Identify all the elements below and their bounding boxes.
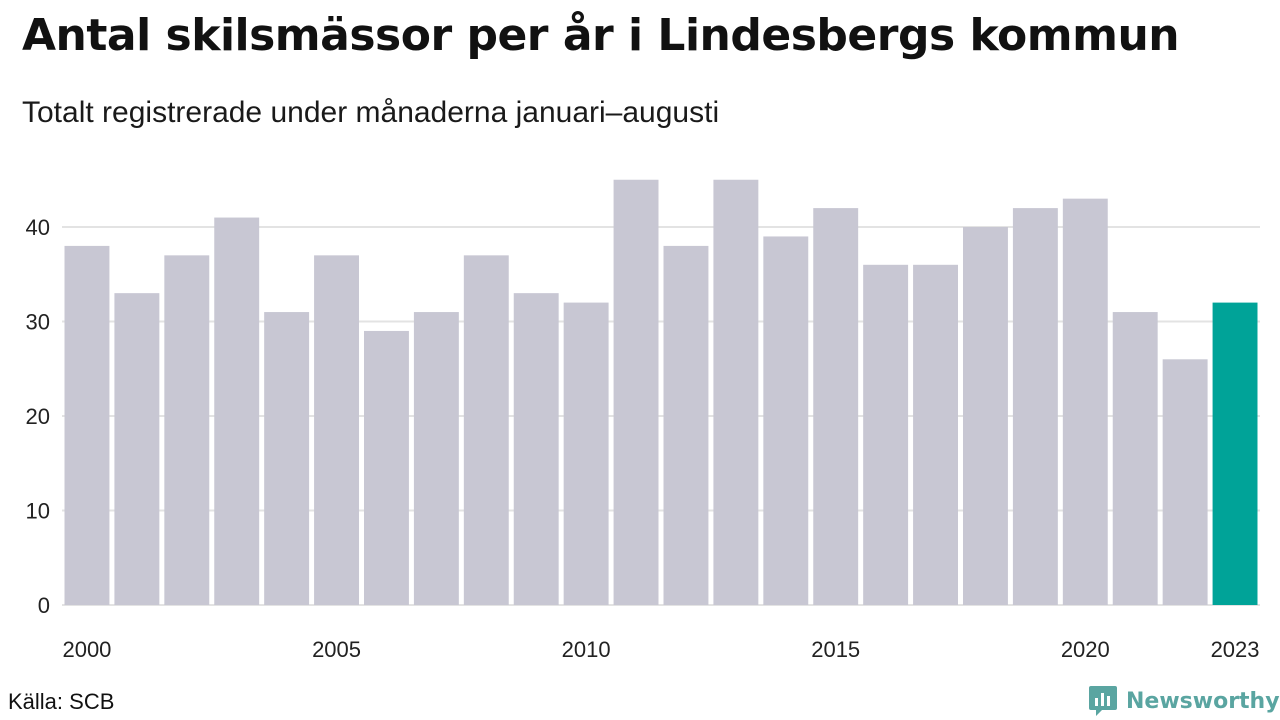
bar-2003 (214, 217, 260, 606)
chart-title: Antal skilsmässor per år i Lindesbergs k… (22, 10, 1180, 61)
bar-2022 (1162, 359, 1208, 605)
bar-2015 (813, 208, 859, 605)
bar-2005 (314, 255, 359, 605)
y-tick-label: 20 (26, 404, 50, 429)
y-tick-label: 0 (38, 593, 50, 618)
y-tick-label: 40 (26, 215, 50, 240)
y-tick-label: 10 (26, 499, 50, 524)
x-tick-label: 2000 (62, 637, 111, 662)
bar-2013 (713, 179, 759, 605)
bar-2012 (663, 245, 709, 605)
newsworthy-logo-icon (1089, 686, 1117, 716)
bar-2018 (963, 227, 1008, 605)
bar-chart: 0 10 20 30 40 2000 2005 2010 2015 2020 2023 (26, 179, 1260, 662)
x-axis: 2000 2005 2010 2015 2020 2023 (62, 637, 1259, 662)
source-note: Källa: SCB (8, 689, 115, 714)
y-tick-label: 30 (26, 310, 50, 335)
bar-2020 (1062, 198, 1108, 605)
bar-2004 (264, 312, 310, 605)
x-tick-label: 2010 (562, 637, 611, 662)
x-tick-label: 2015 (811, 637, 860, 662)
brand-logo: Newsworthy (1088, 684, 1280, 718)
x-tick-label: 2023 (1211, 637, 1260, 662)
bar-series (64, 179, 1258, 606)
y-axis: 0 10 20 30 40 (26, 215, 50, 618)
gridlines (62, 226, 1260, 606)
chart-subtitle: Totalt registrerade under månaderna janu… (22, 96, 720, 129)
bar-2017 (913, 264, 958, 605)
bar-2010 (563, 302, 609, 605)
bar-2011 (613, 179, 659, 605)
bar-2019 (1012, 208, 1058, 605)
bar-2001 (114, 293, 160, 605)
bar-2007 (413, 312, 459, 605)
bar-2023 (1212, 302, 1258, 605)
bar-2009 (513, 293, 559, 605)
bar-2002 (164, 255, 210, 605)
x-tick-label: 2020 (1061, 637, 1110, 662)
bar-2021 (1112, 312, 1158, 605)
bar-2014 (763, 236, 809, 605)
bar-2006 (364, 330, 409, 605)
x-tick-label: 2005 (312, 637, 361, 662)
bar-2000 (64, 245, 110, 605)
bar-2016 (863, 264, 909, 605)
bar-2008 (463, 255, 509, 605)
brand-name: Newsworthy (1126, 688, 1280, 714)
